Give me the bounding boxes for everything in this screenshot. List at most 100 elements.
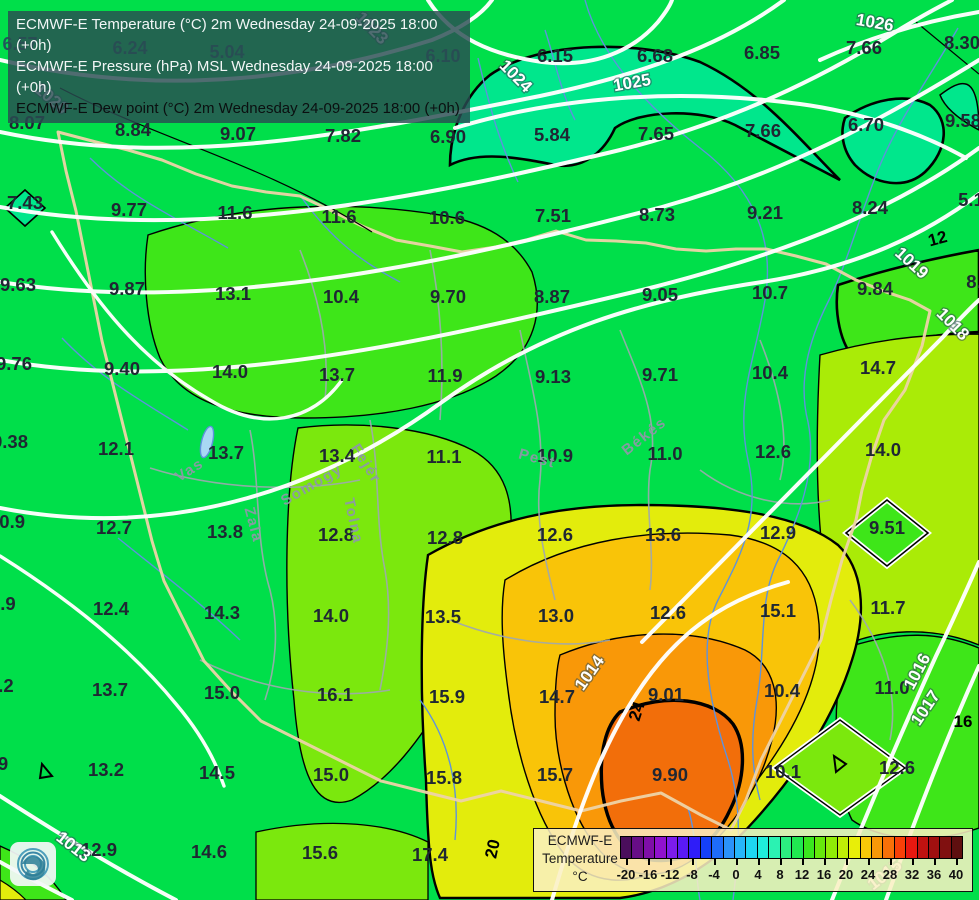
dew-point-value: 12.6 <box>650 602 686 623</box>
dew-point-value: 10.4 <box>323 286 360 307</box>
dew-point-value: 6.90 <box>430 126 466 147</box>
legend-tick-label: 0 <box>732 867 740 882</box>
dew-point-value: 13.7 <box>208 442 244 463</box>
dew-point-value: 11.6 <box>218 202 253 223</box>
legend-color-cell <box>689 837 701 858</box>
map-marker-triangle-west <box>38 761 54 780</box>
dew-point-value: 9.01 <box>648 684 684 705</box>
dew-point-value: 13.7 <box>92 679 128 700</box>
legend-tickmark <box>824 859 826 865</box>
dew-point-value: 10.9 <box>0 511 25 532</box>
dew-point-value: 15.7 <box>537 764 573 785</box>
legend-tickmark <box>912 859 914 865</box>
wedge-sw-yellow <box>0 879 27 900</box>
forecast-header-box: ECMWF-E Temperature (°C) 2m Wednesday 24… <box>8 11 470 123</box>
legend-tickmark <box>890 859 892 865</box>
legend-tickmark <box>648 859 650 865</box>
dew-point-value: 7.65 <box>638 123 674 144</box>
dew-point-value: 7.82 <box>325 125 361 146</box>
dew-point-value: 11.1 <box>427 446 462 467</box>
dew-point-value: 9.40 <box>104 358 140 379</box>
legend-color-cell <box>678 837 690 858</box>
legend-tick-label: -20 <box>616 867 636 882</box>
dew-point-value: 12.6 <box>755 441 791 462</box>
dew-point-value: 11.7 <box>871 597 906 618</box>
legend-color-cell <box>621 837 633 858</box>
isotherm-value: 12 <box>926 227 949 250</box>
legend-tick-label: -12 <box>660 867 680 882</box>
dew-point-value: 7.66 <box>846 37 882 58</box>
dew-point-value: .9 <box>0 593 15 614</box>
dew-point-value: 13.7 <box>319 364 355 385</box>
legend-tick-label: 24 <box>860 867 876 882</box>
isotherm-value: 16 <box>954 712 973 731</box>
legend-color-cell <box>814 837 827 858</box>
dew-point-value: 13.4 <box>319 445 356 466</box>
legend-tickmark <box>692 859 694 865</box>
dew-point-value: 9.77 <box>111 199 147 220</box>
dew-point-value: 8.24 <box>852 197 889 218</box>
dew-point-value: 9.38 <box>0 431 28 452</box>
dew-point-value: 6.85 <box>744 42 780 63</box>
legend-color-cell <box>655 837 667 858</box>
isobar-value: 1026 <box>855 10 896 35</box>
dew-point-value: 9.84 <box>857 278 894 299</box>
dew-point-value: 11.0 <box>875 677 910 698</box>
dew-point-value: 8. <box>966 271 979 292</box>
dew-point-value: 12.8 <box>318 524 354 545</box>
legend-color-cell <box>928 837 941 858</box>
dew-point-value: 8.30 <box>944 32 979 53</box>
dew-point-value: 13.8 <box>207 521 243 542</box>
dew-point-value: 9.71 <box>642 364 678 385</box>
legend-tickmark <box>670 859 672 865</box>
temperature-legend: ECMWF-E Temperature °C -20 -16 -12 -8 -4 0 4 8 1… <box>533 828 973 892</box>
dew-point-value: 13.0 <box>538 605 574 626</box>
dew-point-value: .2 <box>0 675 14 696</box>
legend-color-cell <box>883 837 895 858</box>
dew-point-value: 17.4 <box>412 844 449 865</box>
legend-color-cell <box>780 837 793 858</box>
isotherm-value: 20 <box>481 838 504 860</box>
dew-point-value: 12.4 <box>93 598 130 619</box>
dew-point-value: 7.43 <box>7 192 43 213</box>
dew-point-value: 15.1 <box>760 600 796 621</box>
band-16-18-east <box>816 333 979 646</box>
dew-point-value: 12.6 <box>879 757 915 778</box>
legend-tick-label: 16 <box>816 867 832 882</box>
legend-model: ECMWF-E <box>547 833 613 848</box>
legend-color-cell <box>906 837 918 858</box>
legend-unit: °C <box>572 869 588 884</box>
dew-point-value: 9.70 <box>430 286 466 307</box>
dew-point-value: 7.51 <box>535 205 571 226</box>
dew-point-value: 9.63 <box>0 274 36 295</box>
legend-color-cell <box>666 837 679 858</box>
dew-point-value: 13.6 <box>645 524 681 545</box>
legend-color-cell <box>951 837 963 858</box>
legend-color-cell <box>723 837 736 858</box>
dew-point-labels: 6.156.686.857.668.308.078.849.077.826.90… <box>0 32 979 865</box>
legend-color-cell <box>769 837 781 858</box>
dew-point-value: 6.68 <box>637 45 673 66</box>
legend-tick-label: 32 <box>904 867 920 882</box>
legend-color-cell <box>700 837 713 858</box>
legend-color-cell <box>837 837 850 858</box>
dew-point-value: 16.1 <box>317 684 353 705</box>
river-tisza <box>752 27 959 801</box>
dew-point-value: 11.9 <box>428 365 463 386</box>
legend-tickmark <box>956 859 958 865</box>
header-dewpoint-line: ECMWF-E Dew point (°C) 2m Wednesday 24-0… <box>16 100 460 117</box>
dew-point-value: 8.87 <box>534 286 570 307</box>
legend-tick-label: 20 <box>838 867 854 882</box>
spiral-logo-icon <box>17 848 49 881</box>
legend-tick-label: 12 <box>794 867 810 882</box>
legend-color-cell <box>757 837 770 858</box>
dew-point-value: 8.73 <box>639 204 675 225</box>
dew-point-value: 9.51 <box>869 517 905 538</box>
dew-point-value: 15.8 <box>426 767 462 788</box>
dew-point-value: 14.0 <box>212 361 248 382</box>
legend-tick-label: 8 <box>776 867 784 882</box>
legend-tick-label: 36 <box>926 867 942 882</box>
dew-point-value: 10.7 <box>752 282 788 303</box>
